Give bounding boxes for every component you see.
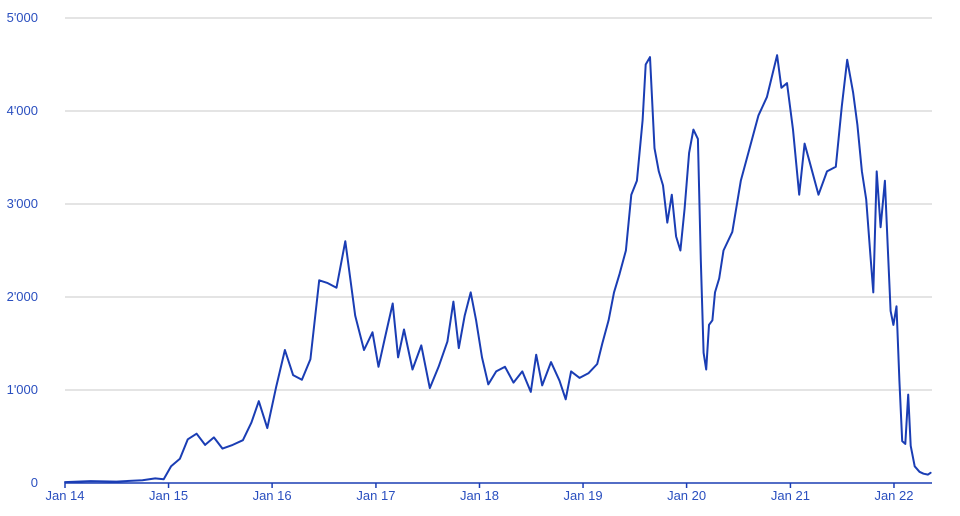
y-tick-label: 0 [31, 475, 38, 490]
y-tick-label: 4'000 [7, 103, 38, 118]
x-tick-label: Jan 17 [356, 488, 395, 503]
x-tick-label: Jan 21 [771, 488, 810, 503]
x-axis-tick-labels: Jan 14 Jan 15 Jan 16 Jan 17 Jan 18 Jan 19 Jan … [45, 483, 914, 503]
x-tick-label: Jan 14 [45, 488, 84, 503]
x-tick-label: Jan 22 [874, 488, 913, 503]
x-tick-label: Jan 20 [667, 488, 706, 503]
x-tick-label: Jan 15 [149, 488, 188, 503]
y-tick-label: 3'000 [7, 196, 38, 211]
x-tick-label: Jan 18 [460, 488, 499, 503]
y-axis-tick-labels: 0 1'000 2'000 3'000 4'000 5'000 [7, 10, 38, 490]
series-layer [64, 54, 932, 484]
x-tick-label: Jan 16 [253, 488, 292, 503]
x-tick-label: Jan 19 [564, 488, 603, 503]
y-tick-label: 1'000 [7, 382, 38, 397]
y-tick-label: 2'000 [7, 289, 38, 304]
gridlines [65, 17, 932, 391]
y-tick-label: 5'000 [7, 10, 38, 25]
series-line [64, 54, 932, 484]
